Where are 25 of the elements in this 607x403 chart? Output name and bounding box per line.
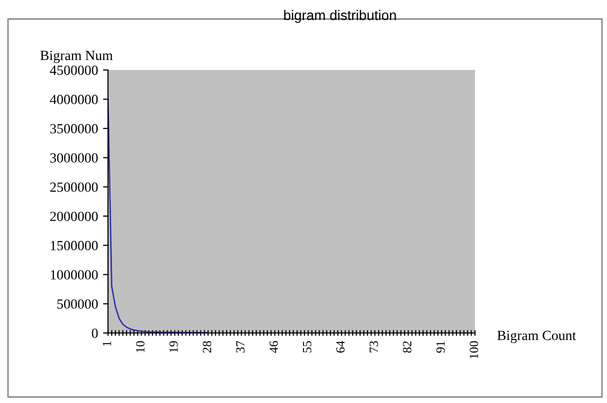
x-axis-title: Bigram Count xyxy=(497,330,576,343)
x-tick-label: 28 xyxy=(202,341,212,353)
x-tick-label: 46 xyxy=(270,341,278,353)
x-tick-label: 91 xyxy=(436,341,445,353)
chart-title: bigram distribution xyxy=(284,10,396,23)
y-tick-label: 1500000 xyxy=(50,240,98,250)
y-tick-label: 2000000 xyxy=(50,212,98,222)
x-tick-label: 100 xyxy=(470,341,478,358)
x-tick-label: 82 xyxy=(402,341,412,353)
y-tick-label: 3000000 xyxy=(50,153,98,163)
y-tick-label: 500000 xyxy=(57,299,98,309)
y-tick-label: 4500000 xyxy=(50,66,98,75)
y-tick-label: 1000000 xyxy=(50,270,98,280)
y-tick-label: 2500000 xyxy=(50,182,98,192)
x-tick-label: 10 xyxy=(136,341,144,352)
y-tick-label: 4000000 xyxy=(50,94,98,104)
y-tick-label: 0 xyxy=(92,328,98,338)
y-axis-title: Bigram Num xyxy=(40,50,113,63)
x-tick-label: 37 xyxy=(236,341,245,353)
x-tick-label: 55 xyxy=(303,341,312,352)
x-tick-label: 1 xyxy=(102,341,112,346)
x-tick-label: 64 xyxy=(336,340,345,353)
x-tick-label: 73 xyxy=(370,341,378,352)
x-tick-label: 19 xyxy=(169,341,178,352)
y-tick-label: 3500000 xyxy=(50,124,98,134)
